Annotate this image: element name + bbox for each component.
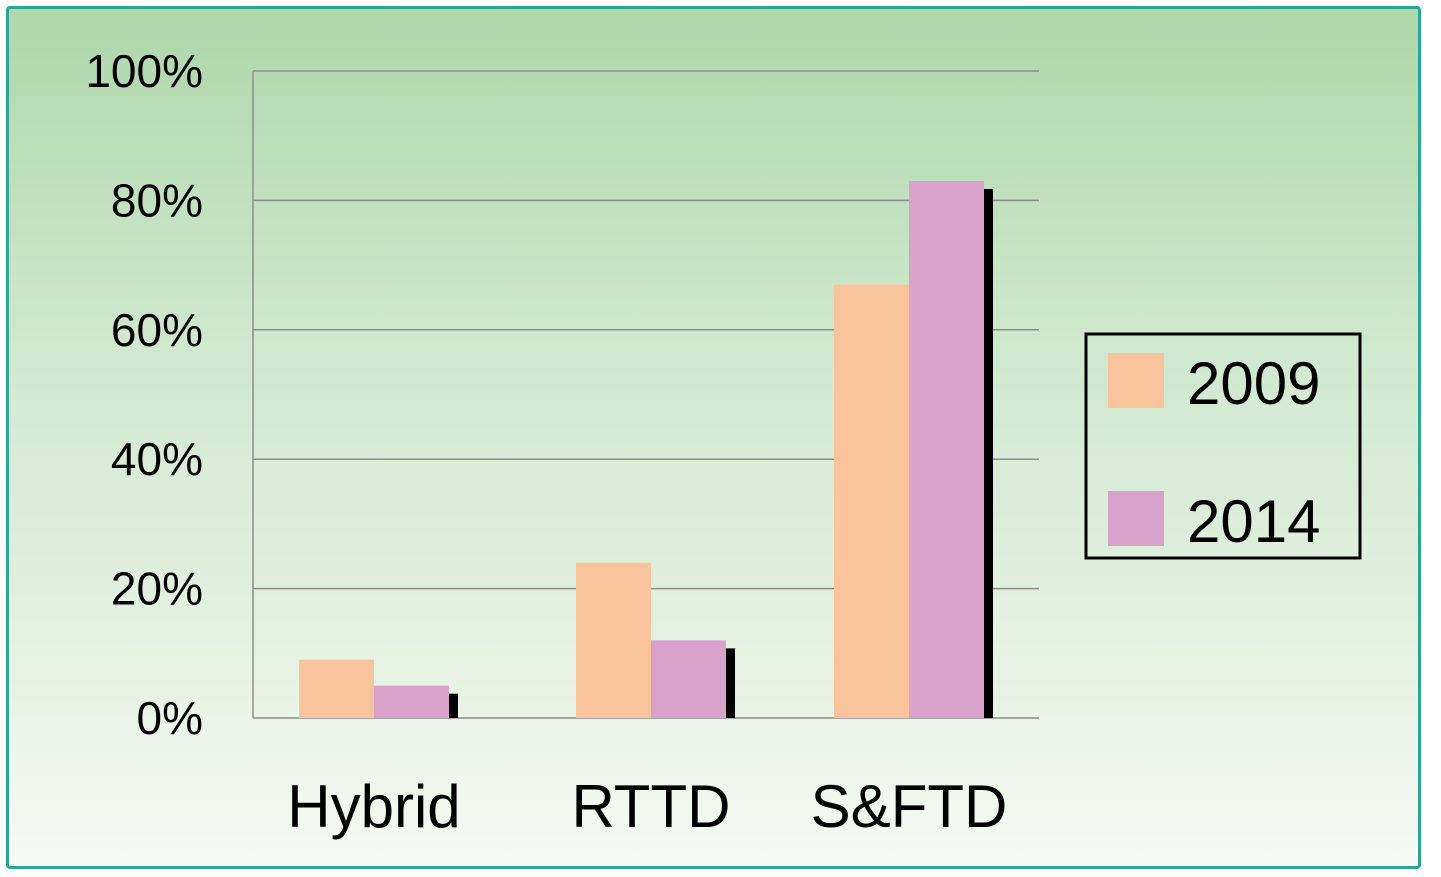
- y-tick-label: 100%: [85, 45, 203, 97]
- bar-2014-rttd: [651, 640, 726, 718]
- bar-2009-sftd: [834, 284, 909, 718]
- bar-2014-sftd: [909, 180, 984, 719]
- legend-swatch-2009: [1108, 353, 1164, 408]
- x-axis-categories: Hybrid RTTD S&FTD: [287, 773, 1007, 840]
- chart-frame: 0% 20% 40% 60% 80% 100% Hybrid RTTD S&FTD 2009 …: [6, 6, 1421, 869]
- x-category-label: Hybrid: [287, 773, 460, 840]
- y-tick-label: 0%: [137, 692, 203, 744]
- y-tick-label: 80%: [111, 174, 203, 226]
- bar-2009-rttd: [576, 562, 651, 718]
- legend: 2009 2014: [1084, 332, 1362, 560]
- y-tick-label: 20%: [111, 563, 203, 615]
- legend-box: [1084, 332, 1362, 560]
- bar-chart: 0% 20% 40% 60% 80% 100% Hybrid RTTD S&FTD 2009 …: [85, 45, 1362, 840]
- y-axis-ticks: 0% 20% 40% 60% 80% 100%: [85, 45, 203, 744]
- bars: [299, 180, 993, 719]
- x-category-label: S&FTD: [811, 773, 1008, 840]
- x-category-label: RTTD: [572, 773, 731, 840]
- legend-swatch-2014: [1108, 491, 1164, 546]
- bar-2009-hybrid: [299, 659, 374, 718]
- legend-label-2009: 2009: [1187, 350, 1320, 417]
- bar-shadow: [726, 648, 735, 718]
- bar-2014-hybrid: [374, 685, 449, 718]
- bar-shadow: [984, 188, 993, 719]
- bar-shadow: [449, 693, 458, 718]
- y-tick-label: 40%: [111, 433, 203, 485]
- legend-label-2014: 2014: [1187, 488, 1320, 555]
- y-tick-label: 60%: [111, 304, 203, 356]
